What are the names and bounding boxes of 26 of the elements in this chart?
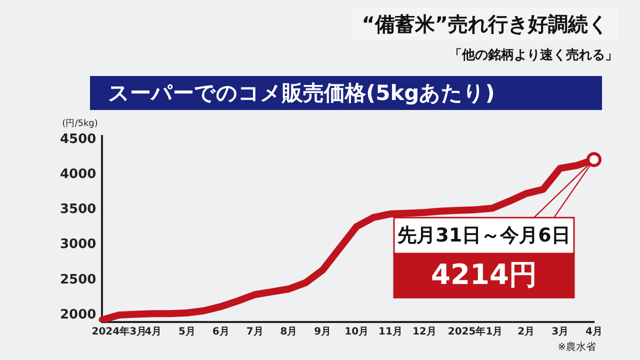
y-tick-label: 3500 bbox=[60, 202, 96, 218]
x-tick-label: 3月 bbox=[552, 326, 569, 338]
text: ※農水省 bbox=[558, 340, 596, 354]
x-tick-label: 6月 bbox=[212, 326, 230, 338]
annotation: 4214円 bbox=[431, 258, 537, 291]
text: “備蓄米”売れ行き好調続く bbox=[352, 8, 618, 41]
text: 「他の銘柄より速く売れる」 bbox=[449, 47, 618, 64]
y-tick-label: 2000 bbox=[60, 307, 96, 322]
x-tick-label: 9月 bbox=[314, 326, 332, 338]
x-tick-label: 2月 bbox=[518, 326, 535, 338]
y-tick-label: 3000 bbox=[60, 237, 96, 252]
x-tick-label: 10月 bbox=[344, 326, 369, 338]
y-tick-label: 4000 bbox=[60, 166, 96, 182]
y-tick-label: 2500 bbox=[60, 272, 96, 288]
y-axis-title: (円/5kg) bbox=[62, 118, 98, 129]
y-tick-label: 4500 bbox=[60, 132, 96, 147]
x-tick-label: 12月 bbox=[412, 326, 436, 338]
x-tick-label: 8月 bbox=[280, 326, 298, 338]
annotation: 先月31日～今月6日 bbox=[396, 224, 570, 247]
x-tick-label: 7月 bbox=[246, 326, 264, 338]
x-tick-label: 11月 bbox=[378, 326, 402, 338]
chart-title: スーパーでのコメ販売価格(5kgあたり) bbox=[90, 76, 602, 110]
x-tick-label: 2025年1月 bbox=[448, 326, 503, 338]
x-tick-label: 5月 bbox=[178, 326, 196, 338]
x-tick-label: 4月 bbox=[144, 326, 162, 338]
x-tick-label: 4月 bbox=[586, 326, 602, 338]
